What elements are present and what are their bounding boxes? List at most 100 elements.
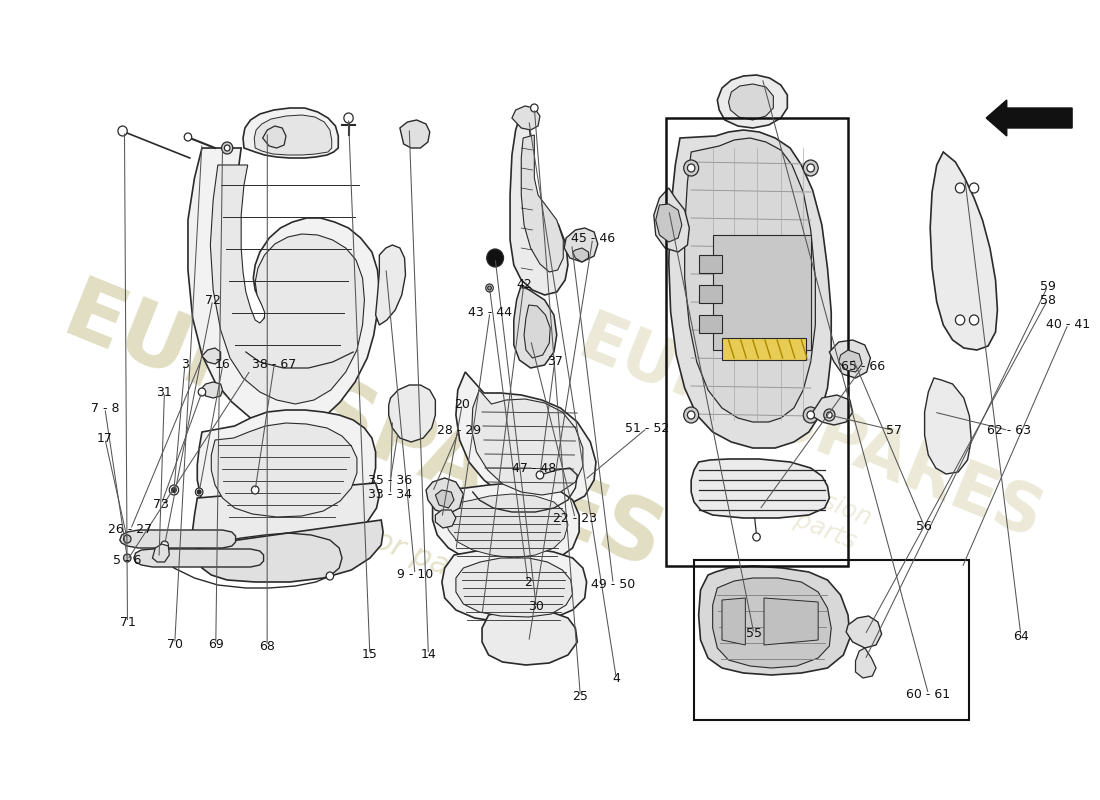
Polygon shape	[455, 372, 596, 508]
Circle shape	[688, 411, 695, 419]
Circle shape	[688, 164, 695, 172]
Text: 20: 20	[454, 398, 470, 410]
Circle shape	[684, 160, 699, 176]
Circle shape	[807, 164, 814, 172]
Text: 2: 2	[524, 576, 532, 589]
Polygon shape	[713, 578, 832, 668]
Bar	[694, 560, 969, 720]
Polygon shape	[192, 483, 380, 565]
Polygon shape	[432, 483, 579, 568]
Circle shape	[198, 388, 206, 396]
Text: 42: 42	[516, 278, 531, 290]
Circle shape	[123, 535, 131, 543]
Polygon shape	[514, 285, 557, 368]
Polygon shape	[987, 100, 1072, 136]
Polygon shape	[210, 165, 364, 404]
Text: 49 - 50: 49 - 50	[591, 578, 636, 590]
Polygon shape	[717, 75, 788, 128]
Circle shape	[344, 113, 353, 123]
Circle shape	[224, 145, 230, 151]
Text: EUROSPARES: EUROSPARES	[569, 306, 1053, 554]
Polygon shape	[202, 348, 221, 364]
Circle shape	[161, 541, 168, 549]
Text: 47 - 48: 47 - 48	[512, 462, 557, 474]
Circle shape	[969, 183, 979, 193]
Text: 70: 70	[167, 638, 183, 650]
Polygon shape	[656, 204, 682, 242]
Polygon shape	[444, 494, 568, 558]
Circle shape	[826, 412, 833, 418]
Polygon shape	[134, 549, 264, 567]
Circle shape	[486, 249, 504, 267]
Polygon shape	[243, 108, 339, 158]
Circle shape	[326, 572, 333, 580]
Polygon shape	[388, 385, 436, 442]
Circle shape	[803, 407, 818, 423]
Polygon shape	[931, 152, 998, 350]
Circle shape	[530, 104, 538, 112]
Polygon shape	[521, 135, 563, 272]
Polygon shape	[838, 350, 862, 372]
Text: 16: 16	[216, 358, 231, 370]
Text: 55: 55	[746, 627, 762, 640]
Polygon shape	[846, 616, 881, 648]
Polygon shape	[512, 106, 540, 130]
Polygon shape	[202, 382, 222, 398]
Circle shape	[956, 315, 965, 325]
Text: 17: 17	[97, 432, 113, 445]
Text: 51 - 52: 51 - 52	[625, 422, 669, 434]
Polygon shape	[263, 126, 286, 148]
Polygon shape	[400, 120, 430, 148]
Polygon shape	[375, 245, 406, 325]
Polygon shape	[436, 490, 454, 508]
Polygon shape	[254, 115, 332, 155]
Text: 69: 69	[208, 638, 223, 650]
Polygon shape	[573, 248, 588, 262]
Polygon shape	[653, 188, 690, 252]
Text: EUROSPARES: EUROSPARES	[51, 272, 674, 588]
Polygon shape	[829, 340, 870, 378]
Text: 40 - 41: 40 - 41	[1046, 318, 1090, 330]
Polygon shape	[426, 478, 463, 514]
Polygon shape	[510, 118, 568, 295]
Text: 38 - 67: 38 - 67	[252, 358, 296, 370]
Text: 65 - 66: 65 - 66	[840, 360, 884, 373]
Text: 9 - 10: 9 - 10	[397, 568, 433, 581]
Circle shape	[197, 490, 201, 494]
Polygon shape	[728, 84, 773, 120]
Bar	[698, 255, 722, 273]
Text: 72: 72	[205, 294, 221, 306]
Text: 15: 15	[362, 648, 377, 661]
Text: 64: 64	[1013, 630, 1028, 642]
Polygon shape	[120, 530, 235, 548]
Text: 35 - 36: 35 - 36	[368, 474, 412, 486]
Polygon shape	[856, 648, 876, 678]
Text: 56: 56	[916, 520, 933, 533]
Circle shape	[221, 142, 233, 154]
Text: 45 - 46: 45 - 46	[571, 232, 615, 245]
Text: 71: 71	[120, 616, 135, 629]
Text: 5 - 6: 5 - 6	[113, 554, 142, 566]
Polygon shape	[482, 610, 578, 665]
Polygon shape	[188, 148, 380, 432]
Text: 43 - 44: 43 - 44	[468, 306, 512, 318]
Polygon shape	[925, 378, 971, 474]
Circle shape	[752, 533, 760, 541]
Polygon shape	[722, 598, 746, 645]
Circle shape	[123, 554, 131, 562]
Text: 57: 57	[886, 424, 902, 437]
Text: 62 - 63: 62 - 63	[987, 424, 1031, 437]
Polygon shape	[669, 130, 832, 448]
Circle shape	[184, 133, 191, 141]
Circle shape	[172, 487, 176, 493]
Text: 3: 3	[182, 358, 189, 370]
Circle shape	[169, 485, 178, 495]
Polygon shape	[442, 548, 586, 622]
Polygon shape	[472, 390, 583, 495]
Text: 28 - 29: 28 - 29	[437, 424, 481, 437]
Polygon shape	[211, 423, 356, 517]
Circle shape	[824, 409, 835, 421]
Text: 14: 14	[420, 648, 437, 661]
Bar	[666, 118, 848, 566]
Bar	[698, 285, 722, 303]
